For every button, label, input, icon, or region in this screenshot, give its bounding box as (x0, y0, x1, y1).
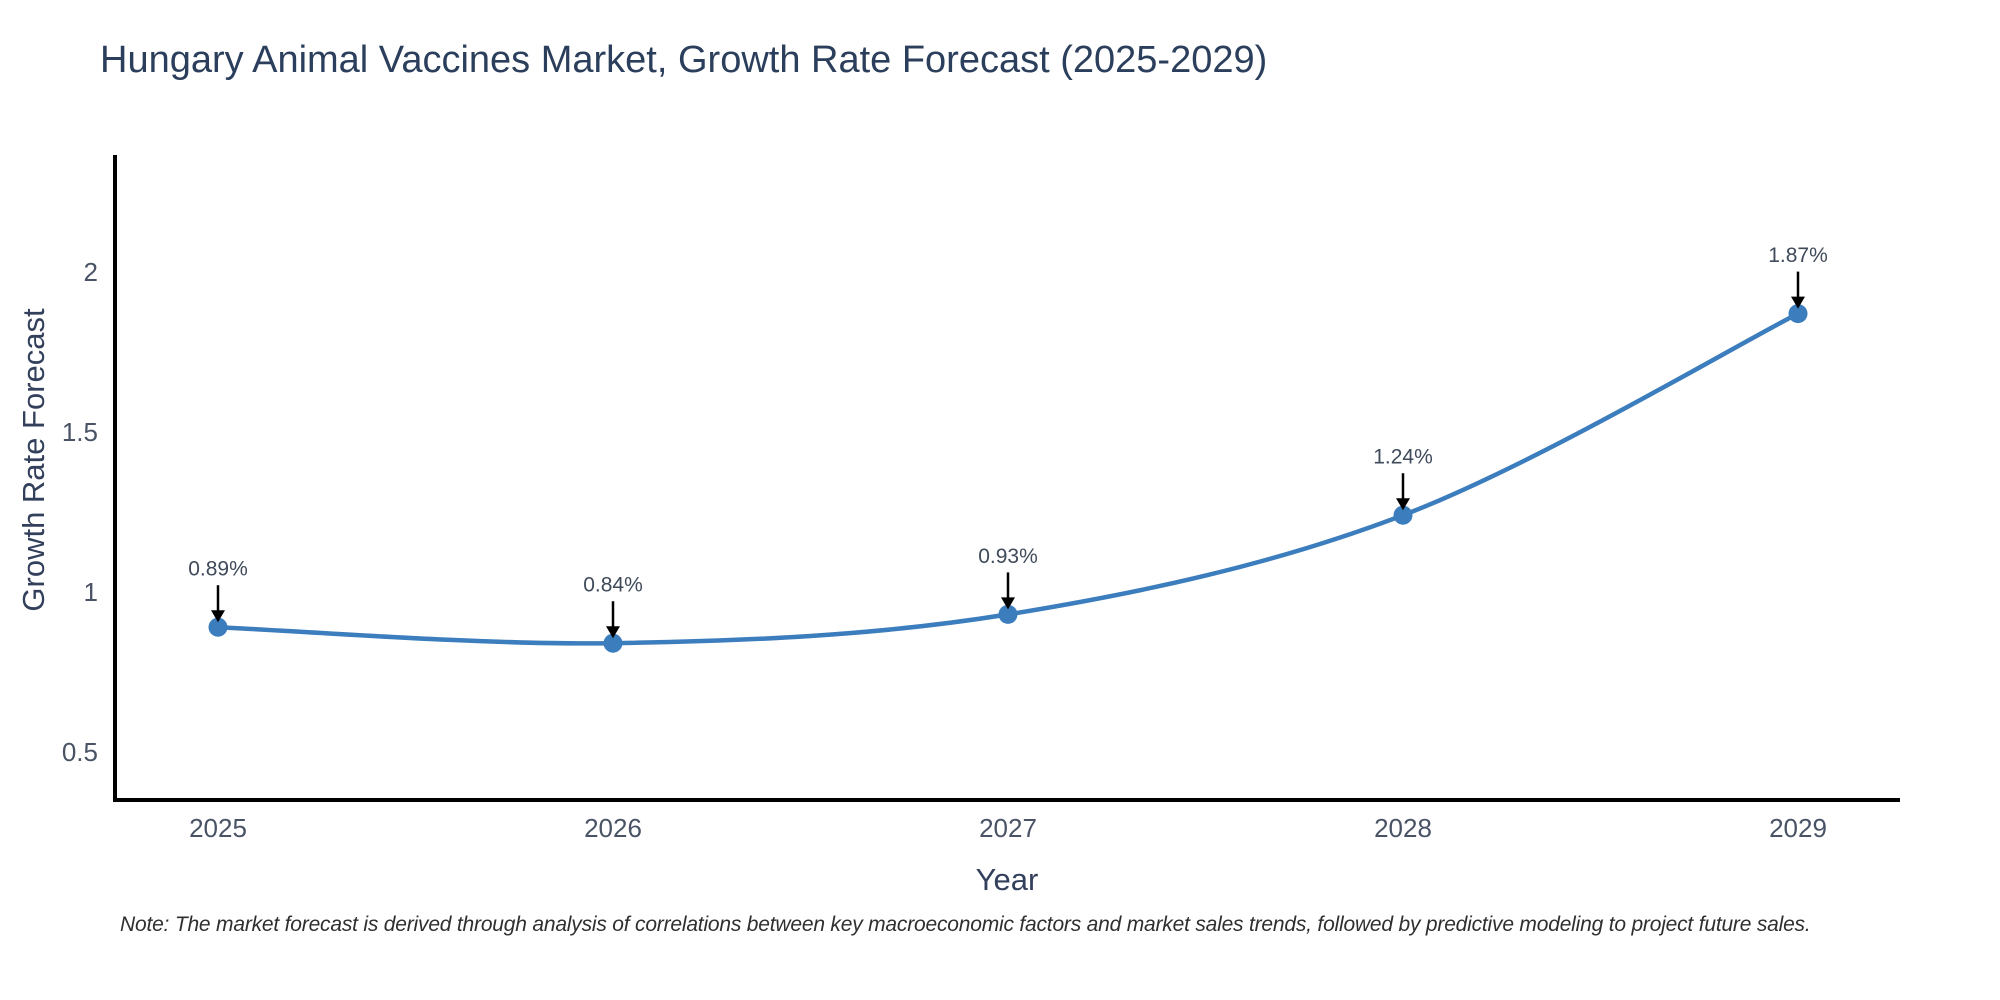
x-tick-label: 2026 (584, 813, 642, 843)
forecast-line (215, 311, 1801, 646)
y-tick-label: 1.5 (62, 417, 98, 447)
y-tick-label: 0.5 (62, 737, 98, 767)
data-point-label: 1.24% (1373, 446, 1433, 469)
data-point-marker[interactable] (208, 617, 228, 637)
chart-note: Note: The market forecast is derived thr… (120, 913, 1811, 936)
x-tick-label: 2027 (979, 813, 1037, 843)
data-point-label: 1.87% (1768, 244, 1828, 267)
data-point-marker[interactable] (998, 604, 1018, 624)
data-point-label: 0.89% (188, 558, 248, 581)
y-axis-title: Growth Rate Forecast (16, 308, 51, 612)
y-tick-label: 2 (84, 257, 98, 287)
data-point-marker[interactable] (1788, 304, 1808, 324)
annotation-arrowhead (1791, 296, 1805, 309)
data-point-marker[interactable] (603, 633, 623, 653)
data-point-marker[interactable] (1393, 505, 1413, 525)
x-axis-title: Year (975, 862, 1039, 897)
annotation-arrowhead (1001, 597, 1015, 610)
x-tick-label: 2028 (1374, 813, 1432, 843)
data-point-label: 0.93% (978, 545, 1038, 568)
chart-title: Hungary Animal Vaccines Market, Growth R… (100, 39, 1268, 81)
annotation-arrowhead (211, 610, 225, 623)
x-tick-label: 2025 (189, 813, 247, 843)
annotation-arrowhead (606, 626, 620, 639)
y-tick-label: 1 (84, 577, 98, 607)
x-tick-label: 2029 (1769, 813, 1827, 843)
data-point-label: 0.84% (583, 574, 643, 597)
axis-lines (113, 155, 1900, 802)
annotation-arrowhead (1396, 498, 1410, 511)
